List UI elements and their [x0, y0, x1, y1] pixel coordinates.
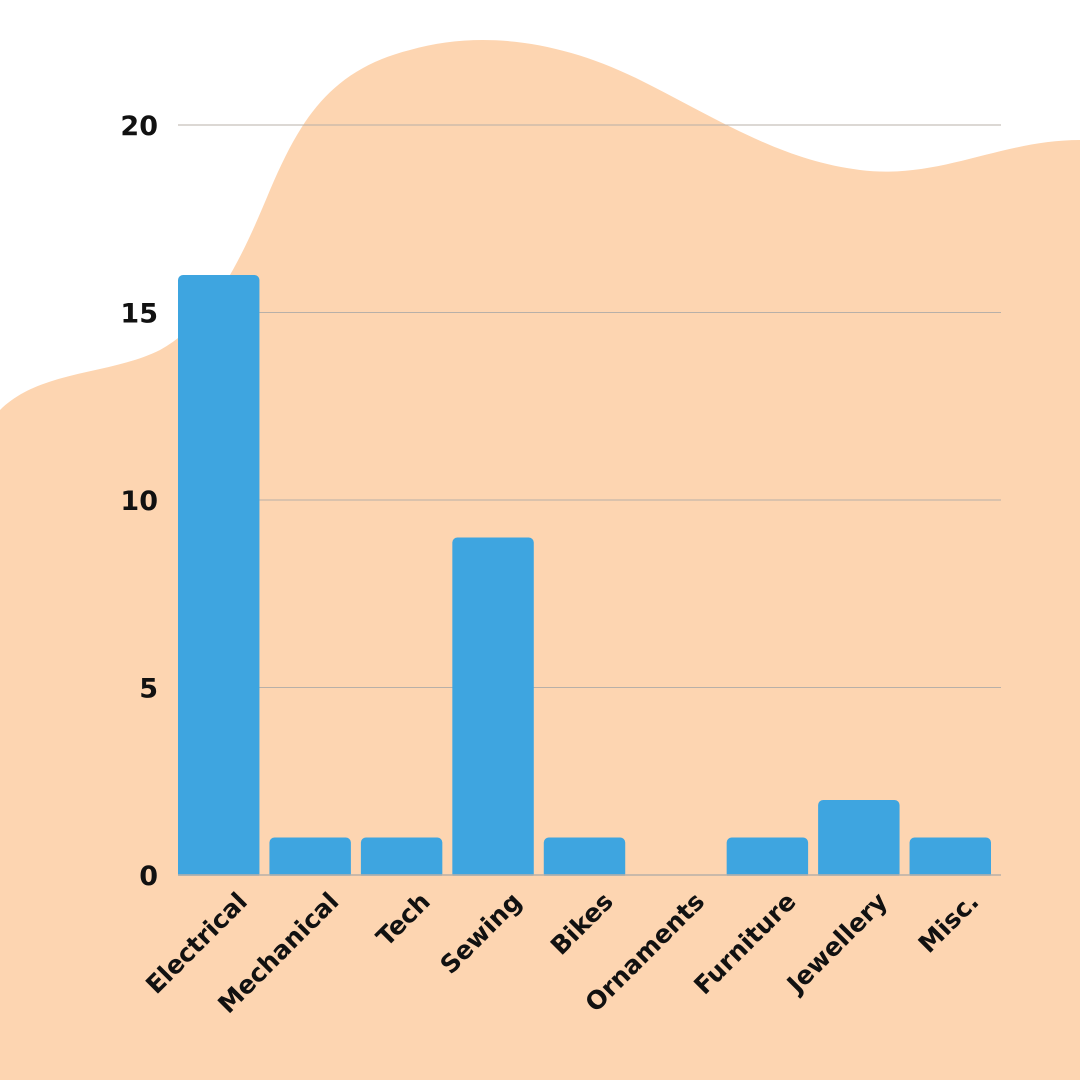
bar-sewing [452, 537, 534, 879]
y-tick-label: 5 [139, 674, 158, 705]
baseline-mask [176, 875, 1003, 882]
bar-tech [360, 837, 443, 879]
y-tick-label: 0 [139, 861, 158, 892]
bar-electrical [178, 275, 260, 879]
y-tick-label: 15 [120, 299, 158, 330]
y-axis-ticks: 0 5 10 15 20 [120, 111, 158, 892]
bar-jewellery [818, 800, 900, 879]
gridlines [178, 124, 1001, 688]
bars [176, 275, 1003, 882]
background-blob [0, 40, 1080, 1080]
bar-misc [909, 837, 991, 879]
bar-mechanical [269, 837, 351, 879]
y-tick-label: 20 [120, 111, 158, 142]
bar-bikes [543, 837, 626, 879]
y-tick-label: 10 [120, 486, 158, 517]
bar-furniture [726, 837, 809, 879]
